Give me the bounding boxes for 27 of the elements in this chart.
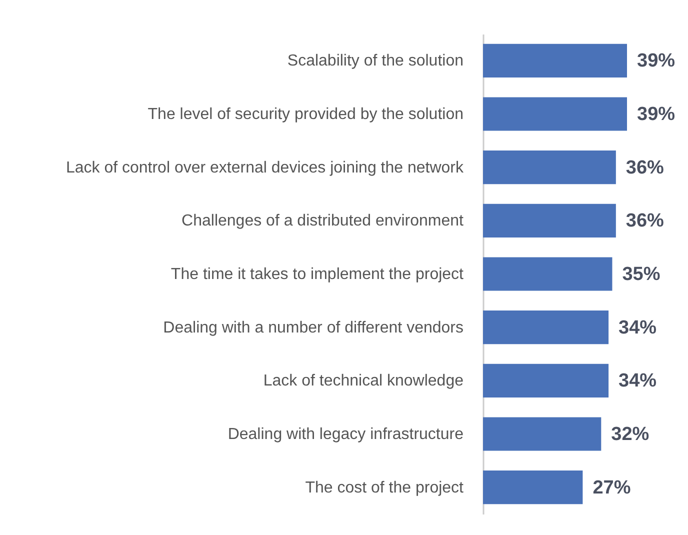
data-label: 39% xyxy=(637,50,676,72)
y-tick-label: Dealing with legacy infrastructure xyxy=(228,426,464,443)
y-tick-label: The level of security provided by the solution xyxy=(148,106,464,123)
bar xyxy=(483,44,627,78)
y-tick-label: Scalability of the solution xyxy=(287,52,464,70)
data-label: 36% xyxy=(626,210,664,232)
bar xyxy=(483,470,583,504)
bar xyxy=(483,204,616,238)
y-tick-label: Lack of control over external devices joining the network xyxy=(66,159,464,176)
data-label: 32% xyxy=(611,424,650,445)
y-tick-label: Lack of technical knowledge xyxy=(263,372,464,390)
y-tick-label: The cost of the project xyxy=(305,479,464,496)
data-label: 34% xyxy=(618,317,657,338)
bar xyxy=(483,150,616,184)
bar xyxy=(483,257,612,291)
y-tick-label: Dealing with a number of different vendors xyxy=(163,319,464,336)
data-label: 36% xyxy=(626,157,664,178)
data-label: 35% xyxy=(622,264,660,285)
data-label: 39% xyxy=(637,104,676,125)
y-tick-label: The time it takes to implement the project xyxy=(170,266,464,283)
bar xyxy=(483,364,609,398)
bar xyxy=(483,310,609,344)
y-tick-label: Challenges of a distributed environment xyxy=(182,212,464,230)
data-label: 34% xyxy=(618,370,657,392)
data-label: 27% xyxy=(592,477,631,498)
bar xyxy=(483,417,602,451)
bar xyxy=(483,97,627,131)
